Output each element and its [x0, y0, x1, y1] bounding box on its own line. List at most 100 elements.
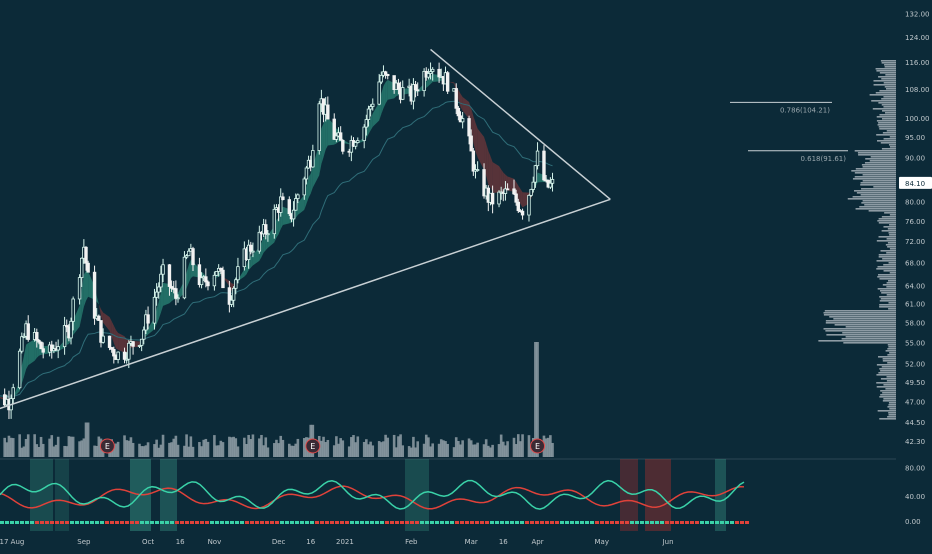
profile-bar	[860, 184, 896, 186]
volume-bar	[127, 440, 131, 457]
profile-bar	[876, 364, 896, 366]
volume-bar	[247, 434, 250, 457]
candle-body	[527, 194, 531, 216]
price-tick-label: 124.00	[905, 34, 930, 42]
cloud-segment	[218, 272, 221, 277]
profile-bar	[833, 318, 896, 320]
candle-body	[142, 329, 146, 340]
osc-signal-dot	[570, 521, 574, 524]
volume-bar	[382, 441, 385, 457]
profile-bar	[881, 98, 896, 100]
profile-bar	[883, 270, 896, 272]
volume-bar	[153, 444, 156, 457]
volume-bar	[322, 436, 325, 457]
candle-body	[377, 81, 381, 105]
osc-signal-dot	[465, 521, 469, 524]
profile-bar	[877, 124, 896, 126]
volume-bar	[279, 435, 283, 457]
profile-bar	[886, 376, 896, 378]
profile-bar	[881, 78, 896, 80]
price-tick-label: 58.00	[905, 319, 925, 327]
profile-bar	[884, 212, 896, 214]
profile-bar	[877, 266, 896, 268]
profile-bar	[883, 384, 896, 386]
osc-signal-dot	[0, 521, 4, 524]
volume-bar	[502, 441, 505, 457]
osc-signal-dot	[100, 521, 104, 524]
candle-body	[204, 276, 208, 283]
profile-bar	[854, 176, 896, 178]
osc-signal-dot	[250, 521, 254, 524]
volume-bar	[101, 447, 105, 457]
volume-bar	[527, 435, 531, 457]
candle-body	[411, 84, 416, 102]
candle-body	[371, 103, 375, 107]
volume-bar	[534, 342, 537, 457]
osc-signal-dot	[560, 521, 564, 524]
price-tick-label: 44.50	[905, 419, 925, 427]
osc-signal-dot	[425, 521, 429, 524]
cloud-segment	[96, 295, 99, 305]
candle-body	[505, 188, 510, 191]
candle-body	[415, 89, 420, 92]
osc-tick-label: 0.00	[905, 518, 921, 526]
volume-bar	[337, 443, 340, 457]
cloud-segment	[169, 284, 172, 304]
volume-bar	[347, 446, 351, 457]
volume-bar	[489, 447, 492, 457]
candle-body	[219, 267, 223, 271]
candle-body	[264, 224, 268, 235]
time-axis[interactable]: 17 Aug Sep Oct 16 Nov Dec 16 2021 Feb Mar 16 Apr May J…	[0, 538, 674, 546]
profile-bar	[887, 416, 896, 418]
volume-bar	[200, 446, 203, 457]
volume-bar	[138, 443, 141, 457]
earnings-marker	[305, 438, 321, 454]
profile-bar	[882, 400, 896, 402]
profile-bar	[879, 128, 896, 130]
profile-bar	[870, 156, 896, 158]
volume-bar	[499, 434, 503, 457]
candle-body	[356, 140, 360, 143]
time-tick-label: Oct	[142, 538, 154, 546]
volume-bar	[176, 444, 180, 457]
cloud-segment	[261, 236, 264, 258]
volume-bar	[395, 447, 398, 457]
volume-bar	[219, 440, 223, 457]
osc-signal-dot	[70, 521, 74, 524]
osc-signal-dot	[60, 521, 64, 524]
profile-bar	[889, 136, 896, 138]
osc-signal-dot	[335, 521, 339, 524]
osc-signal-dot	[130, 521, 134, 524]
profile-bar	[879, 72, 896, 74]
volume-bar	[183, 445, 186, 457]
profile-bar	[885, 350, 896, 352]
osc-signal-dot	[185, 521, 189, 524]
cloud-segment	[252, 247, 260, 266]
candle-body	[266, 233, 270, 236]
volume-bar	[275, 439, 278, 457]
volume-bar	[20, 447, 24, 457]
candle-body	[191, 248, 195, 266]
profile-bar	[878, 254, 896, 256]
cloud-segment	[484, 136, 487, 176]
profile-bar	[882, 358, 896, 360]
candle-body	[137, 345, 142, 347]
volume-bar	[9, 437, 13, 457]
osc-signal-dot	[705, 521, 709, 524]
volume-bar	[544, 438, 548, 457]
osc-signal-dot	[470, 521, 474, 524]
candle-body	[317, 103, 321, 151]
volume-bar	[112, 446, 116, 457]
candle-body	[26, 323, 30, 340]
candle-body	[379, 74, 384, 83]
volume-bar	[442, 440, 445, 457]
fib-label: 0.618(91.61)	[800, 155, 846, 163]
candle-body	[69, 320, 73, 339]
cloud-segment	[477, 128, 485, 170]
time-tick-label: Feb	[405, 538, 418, 546]
volume-bar	[35, 444, 39, 457]
cloud-segment	[492, 162, 500, 193]
candle-body	[127, 342, 131, 360]
osc-signal-dot	[540, 521, 544, 524]
